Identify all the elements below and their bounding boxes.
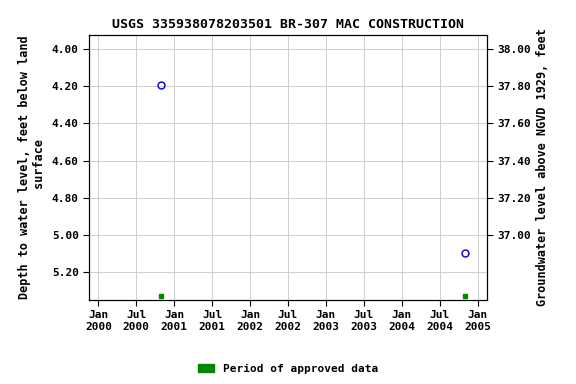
Y-axis label: Groundwater level above NGVD 1929, feet: Groundwater level above NGVD 1929, feet <box>536 28 550 306</box>
Y-axis label: Depth to water level, feet below land
 surface: Depth to water level, feet below land su… <box>18 35 46 299</box>
Title: USGS 335938078203501 BR-307 MAC CONSTRUCTION: USGS 335938078203501 BR-307 MAC CONSTRUC… <box>112 18 464 31</box>
Legend: Period of approved data: Period of approved data <box>193 359 383 379</box>
